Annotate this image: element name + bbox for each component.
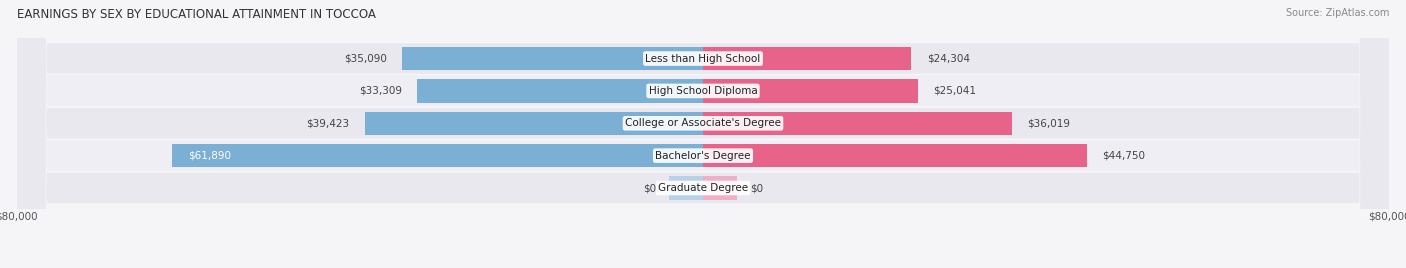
Bar (402, 47, 703, 70)
Text: Bachelor's Degree: Bachelor's Degree (655, 151, 751, 161)
Bar (703, 176, 737, 200)
Text: $24,304: $24,304 (927, 54, 970, 64)
FancyBboxPatch shape (17, 0, 1389, 268)
Text: $33,309: $33,309 (359, 86, 402, 96)
Text: Less than High School: Less than High School (645, 54, 761, 64)
FancyBboxPatch shape (17, 0, 1389, 268)
FancyBboxPatch shape (17, 0, 1389, 268)
Text: $61,890: $61,890 (187, 151, 231, 161)
Text: Source: ZipAtlas.com: Source: ZipAtlas.com (1285, 8, 1389, 18)
FancyBboxPatch shape (17, 0, 1389, 268)
Text: EARNINGS BY SEX BY EDUCATIONAL ATTAINMENT IN TOCCOA: EARNINGS BY SEX BY EDUCATIONAL ATTAINMEN… (17, 8, 375, 21)
Text: $35,090: $35,090 (343, 54, 387, 64)
Bar (418, 79, 703, 103)
Text: $0: $0 (751, 183, 763, 193)
Text: $36,019: $36,019 (1028, 118, 1070, 128)
Bar (669, 176, 703, 200)
Bar (366, 112, 703, 135)
Text: $39,423: $39,423 (307, 118, 350, 128)
Bar (172, 144, 703, 167)
Bar (703, 47, 911, 70)
Text: High School Diploma: High School Diploma (648, 86, 758, 96)
Text: College or Associate's Degree: College or Associate's Degree (626, 118, 780, 128)
Text: $25,041: $25,041 (934, 86, 976, 96)
Text: $44,750: $44,750 (1102, 151, 1146, 161)
Bar (703, 79, 918, 103)
FancyBboxPatch shape (17, 0, 1389, 268)
Bar (703, 112, 1012, 135)
Text: $0: $0 (643, 183, 655, 193)
Text: Graduate Degree: Graduate Degree (658, 183, 748, 193)
Bar (703, 144, 1087, 167)
